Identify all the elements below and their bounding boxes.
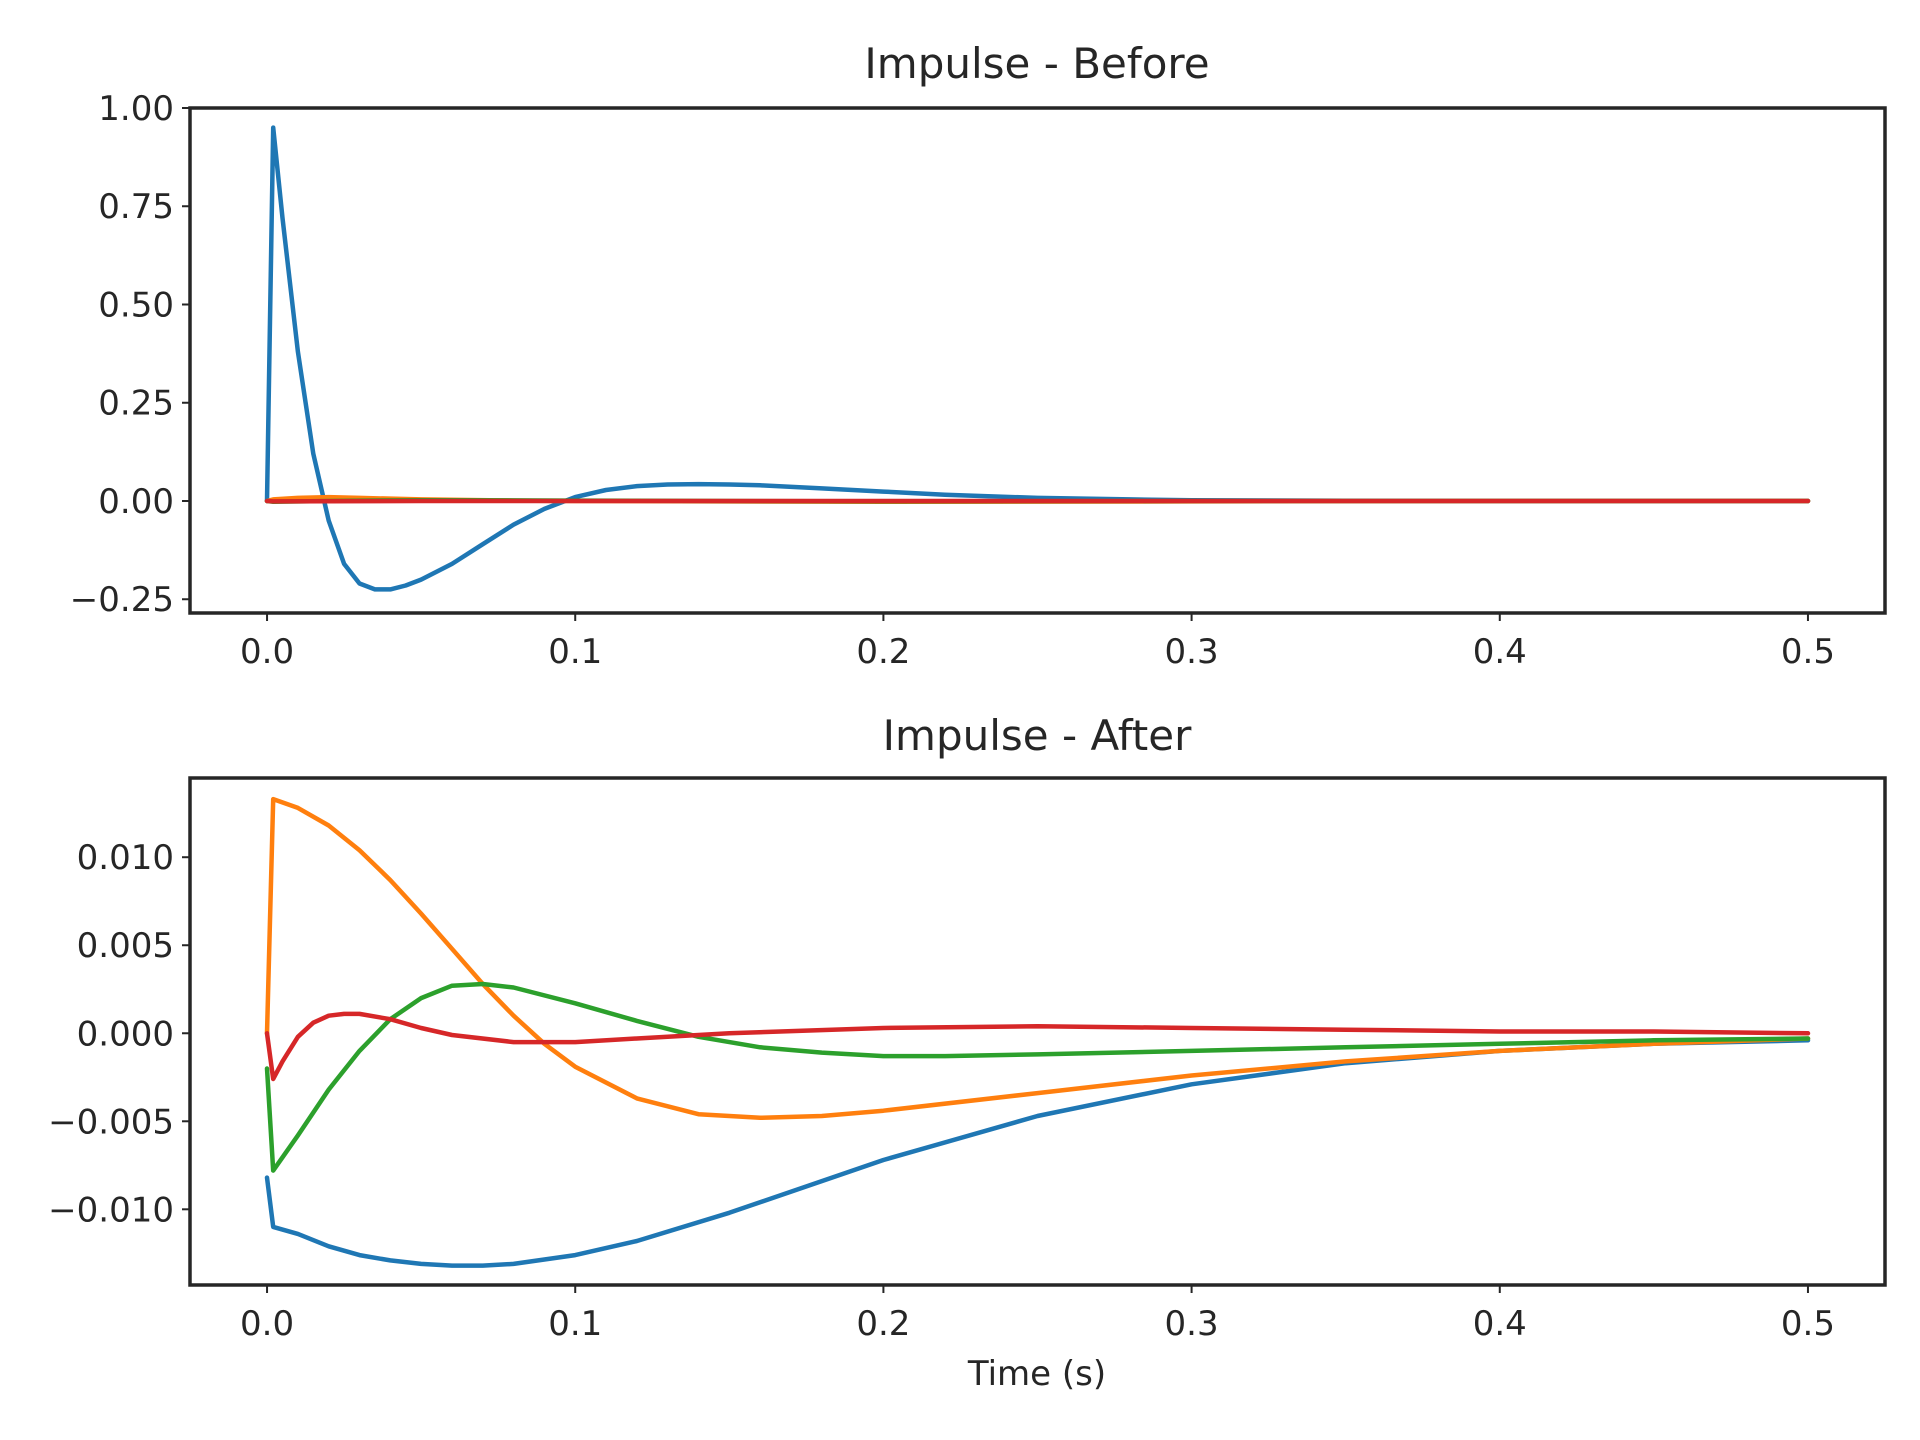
y-tick-label: 1.00 xyxy=(98,89,174,129)
y-tick-label: −0.010 xyxy=(48,1190,174,1230)
chart-title: Impulse - Before xyxy=(864,39,1209,88)
plot-frame xyxy=(188,106,1887,615)
y-tick-label: 0.75 xyxy=(98,187,174,227)
y-tick-label: −0.25 xyxy=(70,580,174,620)
series-line-4 xyxy=(264,1011,1811,1082)
x-tick-label: 0.2 xyxy=(856,632,910,672)
ticks-group: 0.0 0.1 0.2 0.3 0.4 0.5 −0.010 −0.005 0.000 0.005… xyxy=(48,838,1835,1344)
y-tick-label: 0.000 xyxy=(77,1014,174,1054)
y-tick-label: 0.25 xyxy=(98,384,174,424)
x-tick-label: 0.3 xyxy=(1165,632,1219,672)
x-tick-label: 0.5 xyxy=(1781,1304,1835,1344)
x-tick-label: 0.0 xyxy=(240,632,294,672)
x-tick-label: 0.0 xyxy=(240,1304,294,1344)
series-line-1 xyxy=(264,1038,1811,1268)
plot-frame xyxy=(188,776,1887,1287)
x-tick-label: 0.5 xyxy=(1781,632,1835,672)
x-tick-label: 0.4 xyxy=(1473,1304,1527,1344)
y-tick-label: 0.50 xyxy=(98,285,174,325)
chart-title: Impulse - After xyxy=(883,711,1192,760)
series-line-2 xyxy=(264,796,1811,1121)
y-tick-label: 0.005 xyxy=(77,926,174,966)
y-tick-label: 0.00 xyxy=(98,482,174,522)
x-tick-label: 0.1 xyxy=(548,1304,602,1344)
y-tick-label: −0.005 xyxy=(48,1102,174,1142)
y-tick-label: 0.010 xyxy=(77,838,174,878)
ticks-group: 0.0 0.1 0.2 0.3 0.4 0.5 −0.25 0.00 0.25 0.50 0.75 1… xyxy=(70,89,1835,672)
x-tick-label: 0.4 xyxy=(1473,632,1527,672)
series-group xyxy=(264,796,1811,1268)
x-tick-label: 0.2 xyxy=(856,1304,910,1344)
series-group xyxy=(264,125,1811,592)
series-line-3 xyxy=(264,981,1811,1173)
subplot-after: Impulse - After 0.0 0.1 0.2 0.3 0.4 0.5 −0.010… xyxy=(48,711,1887,1394)
subplot-before: Impulse - Before 0.0 0.1 0.2 0.3 0.4 0.5 −0.25… xyxy=(70,39,1887,672)
x-axis-label: Time (s) xyxy=(967,1354,1106,1394)
x-tick-label: 0.1 xyxy=(548,632,602,672)
x-tick-label: 0.3 xyxy=(1165,1304,1219,1344)
